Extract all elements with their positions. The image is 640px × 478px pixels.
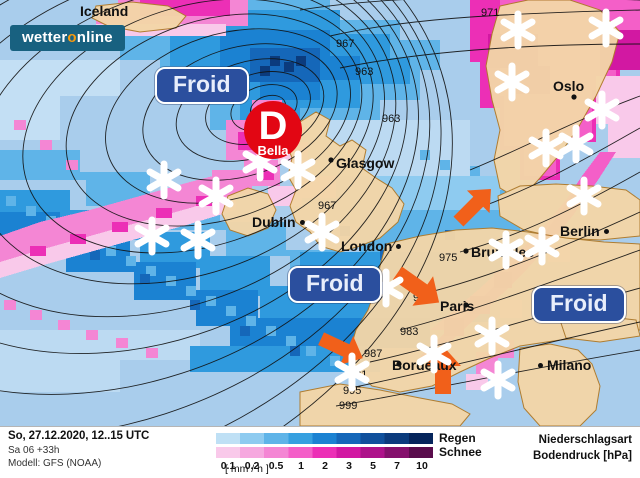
weather-map[interactable]: wetteronline Froid Froid Froid D Bella 9… bbox=[0, 0, 640, 426]
map-footer: So, 27.12.2020, 12..15 UTC Sa 06 +33h Mo… bbox=[0, 426, 640, 478]
isobar-label-987: 987 bbox=[364, 348, 383, 360]
wind-arrow-bruxelles bbox=[453, 189, 491, 227]
city-dot bbox=[603, 228, 609, 234]
city-name: Oslo bbox=[553, 78, 585, 94]
city-point-glasgow bbox=[328, 157, 334, 163]
snowflake-icon bbox=[484, 364, 512, 396]
legend-right-captions: Niederschlagsart Bodendruck [hPa] bbox=[533, 433, 632, 464]
snow-color-scale bbox=[216, 446, 433, 458]
city-name: Milano bbox=[547, 357, 592, 373]
legend-tick-4: 2 bbox=[322, 460, 328, 472]
city-name: Glasgow bbox=[336, 155, 395, 171]
legend-tick-8: 10 bbox=[416, 460, 428, 472]
logo-text-part2: nline bbox=[76, 29, 113, 46]
legend-tick-7: 7 bbox=[394, 460, 400, 472]
wind-arrow-paris bbox=[392, 266, 440, 306]
logo-accent-o: o bbox=[67, 29, 77, 46]
forecast-datetime: So, 27.12.2020, 12..15 UTC bbox=[8, 430, 150, 442]
city-dot bbox=[396, 243, 402, 249]
city-dot bbox=[538, 362, 543, 368]
snowflake-icon bbox=[592, 12, 620, 44]
snowflake-icon bbox=[588, 94, 616, 126]
city-dot bbox=[299, 219, 305, 225]
legend-row-snow: Schnee bbox=[216, 446, 482, 458]
snowflake-icon bbox=[202, 180, 230, 212]
snowflake-icon bbox=[308, 216, 336, 248]
city-label-paris: Paris bbox=[440, 298, 474, 314]
footer-metadata: So, 27.12.2020, 12..15 UTC Sa 06 +33h Mo… bbox=[8, 430, 149, 469]
snowflake-icon bbox=[532, 132, 560, 164]
city-label-glasgow: Glasgow bbox=[336, 155, 394, 171]
city-label-dublin: Dublin bbox=[252, 214, 305, 230]
low-pressure-symbol: D bbox=[258, 104, 288, 148]
logo-text-part1: wetter bbox=[22, 29, 68, 46]
snowflake-icon bbox=[504, 14, 532, 46]
isobar-label-983: 983 bbox=[400, 326, 419, 338]
snowflake-icon bbox=[562, 128, 590, 160]
legend-tick-5: 3 bbox=[346, 460, 352, 472]
city-point-bordeaux bbox=[396, 361, 402, 367]
city-label-berlin: Berlin bbox=[560, 223, 609, 239]
caption-precipitation-type: Niederschlagsart bbox=[538, 434, 632, 446]
city-name: Berlin bbox=[560, 223, 600, 239]
isobar-label-963-b: 963 bbox=[382, 113, 401, 125]
snowflake-icon bbox=[138, 220, 166, 252]
snowflake-layer bbox=[0, 0, 640, 426]
city-label-oslo: Oslo bbox=[553, 78, 584, 94]
isobar-label-967-b: 967 bbox=[318, 200, 337, 212]
wetteronline-logo[interactable]: wetteronline bbox=[10, 25, 125, 51]
legend-tick-1: 0.2 bbox=[244, 460, 260, 472]
snowflake-icon bbox=[284, 154, 312, 186]
froid-label-northwest: Froid bbox=[155, 67, 249, 105]
city-label-milano: Milano bbox=[538, 357, 591, 373]
snowflake-icon bbox=[338, 356, 366, 388]
city-point-paris bbox=[463, 302, 469, 308]
isobar-label-999: 999 bbox=[339, 400, 358, 412]
land-ireland bbox=[221, 187, 277, 237]
isobar-label-971: 971 bbox=[481, 7, 500, 19]
legend-row-rain: Regen bbox=[216, 432, 482, 444]
legend-tick-3: 1 bbox=[298, 460, 304, 472]
city-points bbox=[328, 94, 577, 367]
city-point-layer bbox=[328, 94, 577, 367]
isobar-label-967-a: 967 bbox=[336, 38, 355, 50]
rain-color-scale bbox=[216, 432, 433, 444]
snowflake-icon bbox=[498, 66, 526, 98]
snowflake-icon bbox=[150, 164, 178, 196]
low-pressure-marker: D Bella bbox=[244, 101, 302, 159]
froid-label-central: Froid bbox=[288, 266, 382, 304]
froid-label-east: Froid bbox=[532, 286, 626, 324]
snowflake-icon bbox=[420, 338, 448, 370]
legend-tick-2: 0.5 bbox=[268, 460, 284, 472]
legend-tick-labels: 0.1 0.2 0.5 1 2 3 5 7 10 bbox=[216, 460, 433, 474]
city-name: London bbox=[341, 238, 393, 254]
snowflake-icon bbox=[184, 224, 212, 256]
isobar-label-963-a: 963 bbox=[355, 66, 374, 78]
city-point-bruxelles bbox=[463, 248, 469, 254]
model-run: Sa 06 +33h bbox=[8, 445, 60, 456]
legend-tick-6: 5 bbox=[370, 460, 376, 472]
land-scandinavia bbox=[485, 0, 621, 201]
land-britain bbox=[285, 111, 405, 253]
snowflake-icon bbox=[492, 234, 520, 266]
model-name: Modell: GFS (NOAA) bbox=[8, 458, 102, 469]
legend-unit-label: [ mm / h ] bbox=[225, 463, 269, 475]
rain-legend-label: Regen bbox=[439, 431, 476, 445]
city-name: Dublin bbox=[252, 214, 296, 230]
land-iceland bbox=[91, 1, 187, 33]
city-point-oslo bbox=[571, 94, 577, 100]
isobar-label-975: 975 bbox=[439, 252, 458, 264]
caption-surface-pressure: Bodendruck [hPa] bbox=[532, 449, 632, 462]
snow-legend-label: Schnee bbox=[439, 445, 482, 459]
legend-tick-0: 0.1 bbox=[220, 460, 236, 472]
snowflake-icon bbox=[570, 180, 598, 212]
snowflake-icon bbox=[478, 320, 506, 352]
storm-name-label: Bella bbox=[257, 143, 289, 158]
precipitation-legend: Regen Schnee 0.1 0.2 bbox=[216, 432, 482, 474]
city-name: Paris bbox=[440, 298, 475, 314]
city-label-london: London bbox=[341, 238, 402, 254]
region-label-iceland: Iceland bbox=[80, 3, 129, 19]
snowflake-icon bbox=[528, 230, 556, 262]
